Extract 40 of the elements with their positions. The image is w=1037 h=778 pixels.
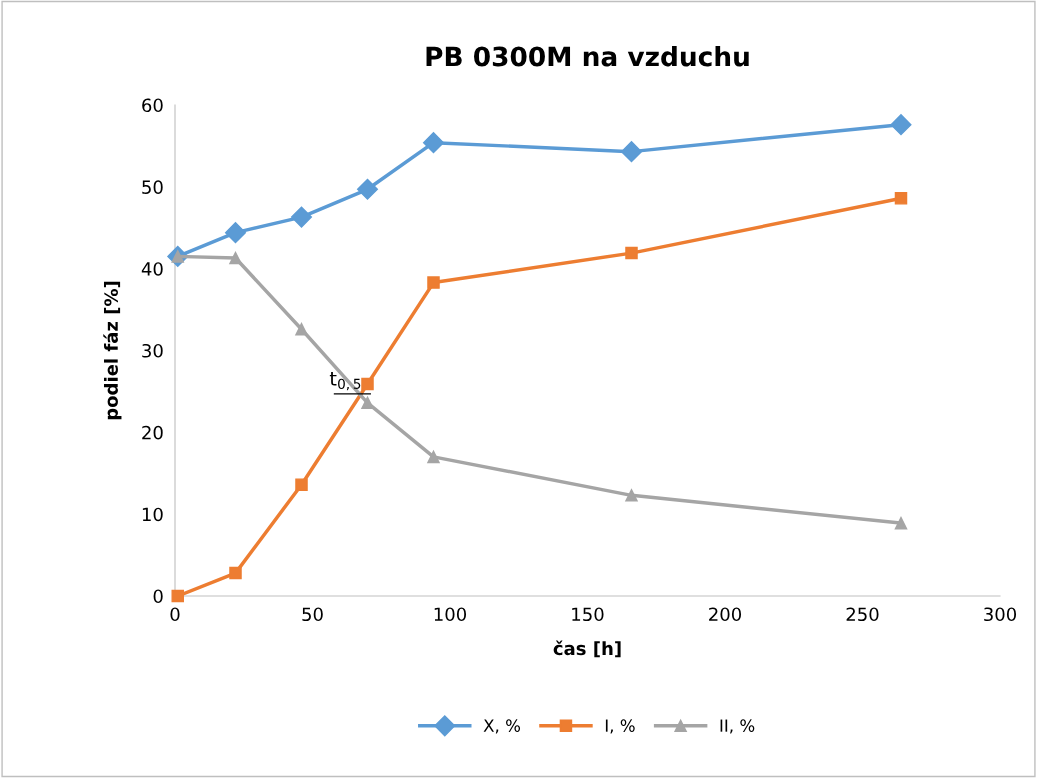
y-tick-label: 30 <box>142 343 163 358</box>
y-tick-label: 50 <box>142 180 163 194</box>
point <box>356 178 379 200</box>
point <box>361 396 374 410</box>
legend-label: X, % <box>483 719 521 734</box>
point <box>295 322 308 336</box>
point <box>229 251 242 265</box>
x-tick-label: 0 <box>170 607 180 622</box>
x-tick-label: 300 <box>984 607 1017 622</box>
x-axis-title: čas [h] <box>553 640 621 658</box>
point <box>224 222 247 244</box>
point <box>890 114 912 136</box>
point <box>290 206 313 228</box>
point <box>625 246 638 260</box>
legend-label: II, % <box>720 719 755 734</box>
point <box>427 450 440 464</box>
point <box>422 132 445 154</box>
point <box>625 489 638 502</box>
point <box>427 276 440 289</box>
legend-label: I, % <box>605 719 635 734</box>
point <box>171 589 185 603</box>
x-tick-label: 250 <box>846 607 879 622</box>
y-tick-label: 20 <box>142 425 163 440</box>
x-tick-label: 100 <box>434 607 467 622</box>
point <box>894 192 908 205</box>
point <box>894 516 908 530</box>
point <box>620 141 643 163</box>
y-tick-label: 0 <box>153 589 163 604</box>
x-tick-label: 50 <box>302 607 323 622</box>
chart-title: PB 0300M na vzduchu <box>426 46 749 67</box>
x-tick-label: 200 <box>709 607 742 622</box>
y-tick-label: 60 <box>142 98 163 113</box>
x-tick-label: 150 <box>572 607 604 622</box>
point <box>295 478 308 491</box>
y-tick-label: 40 <box>141 262 163 276</box>
y-tick-label: 10 <box>142 507 163 522</box>
annotation: t$_{0,5}$ <box>329 371 361 391</box>
point <box>361 377 374 391</box>
point <box>229 566 242 580</box>
y-axis-title: podiel fáz [%] <box>103 281 122 420</box>
